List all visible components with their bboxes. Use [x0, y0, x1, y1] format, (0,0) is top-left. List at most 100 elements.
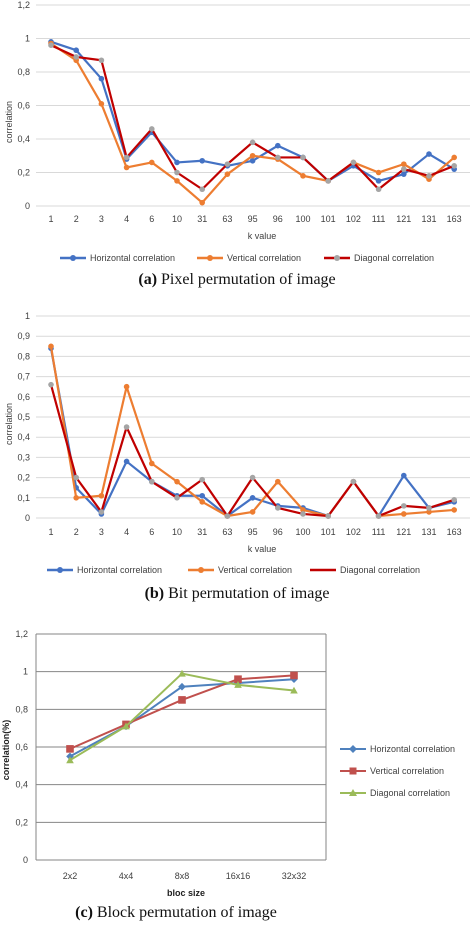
panel-a-caption: (a) Pixel permutation of image — [138, 271, 335, 288]
data-point-a-0 — [401, 171, 407, 177]
y-tick-label-a: 1,2 — [17, 0, 30, 10]
x-tick-label-a: 102 — [346, 214, 361, 224]
y-tick-label-a: 0,4 — [17, 134, 30, 144]
x-tick-label-a: 63 — [222, 214, 232, 224]
panel-b-ylabel: correlation — [4, 403, 14, 445]
panel-b-xlabel: k value — [248, 544, 277, 554]
legend-c-diagonal-label: Diagonal correlation — [370, 788, 450, 798]
x-tick-label-a: 121 — [396, 214, 411, 224]
data-point-b-2 — [375, 513, 382, 519]
chart-b: 0 0,1 0,2 0,3 0,4 0,5 0,6 0,7 0,8 0,9 1 1 2 3 4 6 10 31 63… — [17, 311, 470, 537]
data-point-a-2 — [73, 54, 79, 60]
panel-c-caption-text: Block permutation of image — [97, 904, 277, 921]
x-tick-label-b: 95 — [248, 527, 258, 537]
data-point-a-0 — [199, 157, 205, 164]
data-point-a-1 — [174, 178, 180, 184]
data-point-b-0 — [199, 492, 205, 499]
x-tick-label-a: 131 — [421, 214, 436, 224]
panel-c-legend: Horizontal correlation Vertical correlat… — [340, 744, 455, 798]
x-tick-label-b: 131 — [421, 527, 436, 537]
y-tick-label-c: 0,6 — [15, 742, 28, 752]
y-tick-label-c: 0,4 — [15, 780, 28, 790]
panel-b: correlation k value Horizontal correlati… — [4, 403, 420, 602]
data-point-a-2 — [325, 178, 332, 184]
x-tick-label-a: 6 — [149, 214, 154, 224]
data-point-b-1 — [123, 383, 130, 390]
legend-c-vertical-marker — [349, 767, 357, 775]
data-point-a-2 — [123, 154, 130, 161]
y-tick-label-c: 0,8 — [15, 704, 28, 714]
data-point-b-2 — [249, 474, 256, 481]
data-point-a-1 — [224, 171, 231, 177]
x-tick-label-b: 31 — [197, 527, 207, 537]
y-tick-label-b: 0,1 — [17, 493, 30, 503]
data-point-b-1 — [275, 478, 281, 485]
data-point-a-0 — [375, 178, 382, 184]
panel-a: correlation k value Horizontal correlati… — [4, 101, 434, 288]
y-tick-label-b: 0,7 — [17, 372, 30, 382]
panel-c-caption-letter: (c) — [75, 904, 93, 921]
data-point-a-2 — [350, 159, 357, 166]
data-point-a-1 — [300, 173, 306, 179]
data-point-c-2 — [178, 669, 186, 677]
y-tick-label-c: 0,2 — [15, 817, 28, 827]
x-tick-label-b: 1 — [48, 527, 53, 537]
x-tick-label-a: 4 — [124, 214, 129, 224]
legend-c-horizontal-label: Horizontal correlation — [370, 744, 455, 754]
y-tick-label-a: 0 — [25, 201, 30, 211]
data-point-a-2 — [401, 166, 407, 172]
data-point-a-1 — [451, 154, 458, 161]
data-point-b-1 — [300, 507, 306, 513]
data-point-b-2 — [123, 424, 130, 430]
x-tick-label-c: 4x4 — [119, 871, 134, 881]
data-point-b-0 — [123, 458, 130, 465]
data-point-a-2 — [249, 139, 256, 146]
x-tick-label-a: 101 — [321, 214, 336, 224]
panel-a-ylabel: correlation — [4, 101, 14, 143]
y-tick-label-b: 0 — [25, 513, 30, 523]
panel-c-caption: (c) Block permutation of image — [75, 904, 277, 921]
data-point-b-1 — [98, 492, 105, 499]
y-tick-label-b: 0,3 — [17, 452, 30, 462]
data-point-b-2 — [149, 478, 155, 485]
data-point-b-1 — [426, 509, 432, 515]
series-line-a-1 — [50, 42, 455, 204]
y-tick-label-b: 0,6 — [17, 392, 30, 402]
data-point-b-1 — [48, 343, 54, 350]
y-tick-label-b: 0,9 — [17, 331, 30, 341]
data-point-b-2 — [350, 478, 357, 485]
y-tick-label-a: 1 — [25, 34, 30, 44]
x-tick-label-c: 8x8 — [175, 871, 190, 881]
data-point-b-1 — [199, 499, 205, 505]
data-point-a-2 — [300, 154, 306, 161]
data-point-b-1 — [249, 509, 256, 515]
legend-a-vertical-marker — [207, 255, 213, 261]
x-tick-label-b: 10 — [172, 527, 182, 537]
x-tick-label-a: 1 — [48, 214, 53, 224]
data-point-b-1 — [149, 460, 155, 467]
data-point-a-1 — [199, 199, 205, 206]
data-point-b-1 — [73, 495, 79, 501]
data-point-a-0 — [73, 47, 79, 54]
data-point-b-2 — [199, 476, 205, 483]
data-point-b-1 — [401, 511, 407, 517]
data-point-a-2 — [149, 126, 155, 132]
data-point-b-2 — [224, 513, 231, 519]
y-tick-label-c: 1 — [23, 667, 28, 677]
x-tick-label-a: 111 — [372, 214, 386, 224]
data-point-a-1 — [375, 169, 382, 176]
legend-c-horizontal-marker — [349, 745, 357, 753]
legend-a-horizontal-label: Horizontal correlation — [90, 253, 175, 263]
x-tick-label-b: 6 — [149, 527, 154, 537]
y-tick-label-b: 0,2 — [17, 473, 30, 483]
data-point-b-2 — [48, 381, 54, 388]
data-point-a-0 — [275, 142, 281, 149]
x-tick-label-b: 111 — [372, 527, 386, 537]
data-point-a-2 — [174, 169, 180, 176]
chart-c: 0 0,2 0,4 0,6 0,8 1 1,2 2x2 4x4 8x8 16x16 32x32 — [15, 629, 327, 881]
legend-b-vertical-marker — [198, 567, 204, 573]
legend-b-diagonal-label: Diagonal correlation — [340, 565, 420, 575]
data-point-b-2 — [401, 503, 407, 509]
data-point-a-0 — [98, 75, 105, 82]
panel-b-caption-text: Bit permutation of image — [168, 585, 329, 602]
